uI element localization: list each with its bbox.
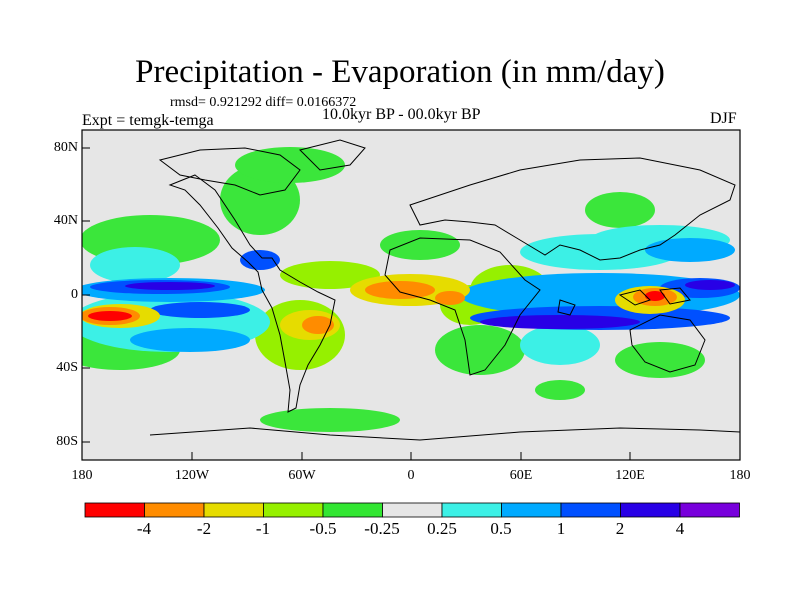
season-label: DJF (710, 110, 737, 127)
colorbar-label: -0.25 (364, 519, 400, 538)
colorbar-swatch-4 (263, 502, 324, 518)
chart-title: Precipitation - Evaporation (in mm/day) (135, 54, 665, 90)
lon-tick-label: 120E (615, 468, 645, 483)
colorbar-label: 0.25 (427, 519, 457, 538)
colorbar-swatch-1 (84, 502, 145, 518)
colorbar-swatch-10 (620, 502, 681, 518)
lat-tick-label: 80S (56, 434, 78, 449)
colorbar-swatch-5 (322, 502, 383, 518)
colorbar-label: 4 (675, 519, 685, 538)
colorbar-swatch-9 (560, 502, 621, 518)
axis-ticks (81, 147, 741, 460)
lat-tick-label: 80N (53, 140, 78, 155)
lon-tick-label: 60W (288, 468, 316, 483)
colorbar-swatch-11 (679, 502, 740, 518)
colorbar-swatch-6 (382, 502, 443, 518)
lat-tick-label: 40S (56, 360, 78, 375)
colorbar-swatch-3 (203, 502, 264, 518)
colorbar-label: 0.5 (490, 519, 512, 538)
colorbar-swatch-7 (441, 502, 502, 518)
precip-field (82, 147, 740, 432)
colorbar-swatch-8 (501, 502, 562, 518)
colorbar-label: -0.5 (309, 519, 337, 538)
lon-tick-label: 180 (729, 468, 751, 483)
colorbar-label: 1 (556, 519, 566, 538)
lon-tick-label: 120W (174, 468, 210, 483)
colorbar-label: -2 (196, 519, 212, 538)
colorbar (84, 502, 740, 518)
stats-label: rmsd= 0.921292 diff= 0.0166372 (170, 95, 357, 110)
lon-tick-label: 60E (509, 468, 533, 483)
lat-tick-label: 40N (53, 213, 78, 228)
experiment-label: Expt = temgk-temga (82, 112, 214, 129)
colorbar-label: -4 (136, 519, 152, 538)
colorbar-label: 2 (615, 519, 625, 538)
lon-tick-label: 0 (407, 468, 415, 483)
lon-tick-label: 180 (71, 468, 93, 483)
coastlines (149, 139, 740, 441)
lat-tick-label: 0 (71, 287, 78, 302)
colorbar-swatch-2 (144, 502, 205, 518)
colorbar-label: -1 (255, 519, 271, 538)
period-label: 10.0kyr BP - 00.0kyr BP (322, 106, 481, 123)
